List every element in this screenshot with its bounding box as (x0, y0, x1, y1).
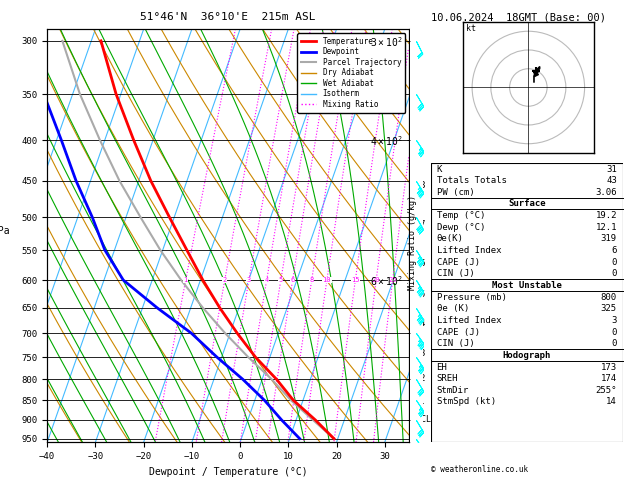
Text: 8: 8 (309, 277, 314, 283)
Text: Pressure (mb): Pressure (mb) (437, 293, 506, 302)
Text: Temp (°C): Temp (°C) (437, 211, 485, 220)
Text: θe(K): θe(K) (437, 234, 464, 243)
Text: 6: 6 (291, 277, 295, 283)
Text: 6: 6 (611, 246, 617, 255)
Text: 20: 20 (372, 277, 381, 283)
Text: 14: 14 (606, 398, 617, 406)
Text: K: K (437, 165, 442, 174)
Text: 4: 4 (265, 277, 269, 283)
Text: 174: 174 (601, 374, 617, 383)
Text: kt: kt (467, 24, 477, 33)
Text: Mixing Ratio (g/kg): Mixing Ratio (g/kg) (408, 195, 417, 291)
Text: Dewp (°C): Dewp (°C) (437, 223, 485, 232)
Text: 12.1: 12.1 (596, 223, 617, 232)
X-axis label: Dewpoint / Temperature (°C): Dewpoint / Temperature (°C) (148, 467, 308, 477)
Text: Surface: Surface (508, 199, 545, 208)
Text: Lifted Index: Lifted Index (437, 316, 501, 325)
Text: EH: EH (437, 363, 447, 371)
Y-axis label: hPa: hPa (0, 226, 9, 236)
Text: 2: 2 (223, 277, 227, 283)
Text: 10: 10 (323, 277, 331, 283)
Text: θe (K): θe (K) (437, 304, 469, 313)
Text: Hodograph: Hodograph (503, 351, 551, 360)
Text: 0: 0 (611, 269, 617, 278)
Text: 3: 3 (247, 277, 251, 283)
Text: 15: 15 (351, 277, 360, 283)
Text: 10.06.2024  18GMT (Base: 00): 10.06.2024 18GMT (Base: 00) (431, 12, 606, 22)
Text: 19.2: 19.2 (596, 211, 617, 220)
Text: 325: 325 (601, 304, 617, 313)
Text: Most Unstable: Most Unstable (492, 281, 562, 290)
Text: Totals Totals: Totals Totals (437, 176, 506, 185)
Text: 173: 173 (601, 363, 617, 371)
Text: 0: 0 (611, 328, 617, 337)
Text: 3: 3 (611, 316, 617, 325)
Text: 255°: 255° (596, 386, 617, 395)
Text: 0: 0 (611, 339, 617, 348)
Legend: Temperature, Dewpoint, Parcel Trajectory, Dry Adiabat, Wet Adiabat, Isotherm, Mi: Temperature, Dewpoint, Parcel Trajectory… (298, 33, 405, 113)
Text: 800: 800 (601, 293, 617, 302)
Text: LCL: LCL (416, 416, 431, 424)
Text: 1: 1 (184, 277, 188, 283)
Text: StmSpd (kt): StmSpd (kt) (437, 398, 496, 406)
Text: 0: 0 (611, 258, 617, 267)
Text: Lifted Index: Lifted Index (437, 246, 501, 255)
Text: CAPE (J): CAPE (J) (437, 258, 480, 267)
Text: 5: 5 (279, 277, 283, 283)
Text: SREH: SREH (437, 374, 458, 383)
Text: StmDir: StmDir (437, 386, 469, 395)
Text: CIN (J): CIN (J) (437, 339, 474, 348)
Text: 51°46'N  36°10'E  215m ASL: 51°46'N 36°10'E 215m ASL (140, 12, 316, 22)
Text: 43: 43 (606, 176, 617, 185)
Text: 319: 319 (601, 234, 617, 243)
Text: PW (cm): PW (cm) (437, 188, 474, 197)
Text: 25: 25 (389, 277, 397, 283)
Text: 3.06: 3.06 (596, 188, 617, 197)
Text: © weatheronline.co.uk: © weatheronline.co.uk (431, 465, 528, 474)
Text: CAPE (J): CAPE (J) (437, 328, 480, 337)
Text: 31: 31 (606, 165, 617, 174)
Text: CIN (J): CIN (J) (437, 269, 474, 278)
